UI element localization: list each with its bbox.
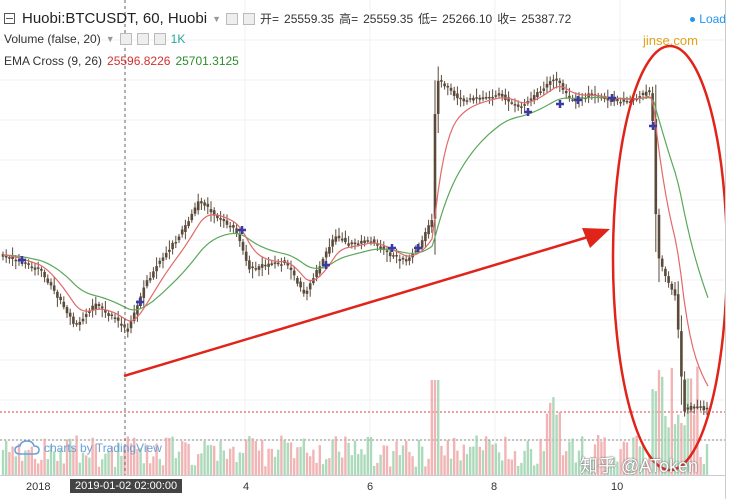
ema-cross-markers [18, 94, 657, 306]
format-icon[interactable] [243, 12, 255, 25]
tradingview-logo[interactable]: charts by TradingView [14, 440, 162, 456]
tradingview-label: charts by TradingView [44, 441, 162, 455]
chevron-down-icon[interactable]: ▼ [105, 34, 115, 44]
cloud-icon [14, 440, 40, 455]
settings-icon[interactable] [136, 33, 149, 45]
symbol-title[interactable]: Huobi:BTCUSDT, 60, Huobi [22, 10, 208, 27]
open-label: 开= [260, 12, 280, 26]
annotation-arrow [123, 228, 610, 378]
crosshair-time-label: 2019-01-02 02:00:00 [70, 479, 183, 493]
volume-legend: Volume (false, 20) ▼ 1K [4, 32, 185, 46]
x-tick-label: 8 [491, 481, 498, 493]
high-label: 高= [339, 12, 359, 26]
ema-fast-value: 25596.8226 [107, 54, 171, 68]
ema-fast-line [2, 86, 709, 387]
annotation-ellipse [611, 44, 729, 472]
ema-slow-value: 25701.3125 [175, 54, 239, 68]
x-tick-label: 6 [367, 481, 374, 493]
x-tick-label: 2018 [26, 481, 51, 493]
price-axis[interactable] [725, 0, 750, 499]
volume-bars [1, 366, 709, 475]
visibility-icon[interactable] [119, 33, 132, 45]
close-label: 收= [497, 12, 517, 26]
low-label: 低= [418, 12, 438, 26]
ema-slow-line [2, 96, 709, 311]
ema-legend: EMA Cross (9, 26) 25596.8226 25701.3125 [4, 54, 239, 68]
loading-dot-icon [690, 16, 696, 22]
time-axis[interactable]: 2018 4 6 8 10 12 2019-01-02 02:00:00 [0, 475, 743, 500]
open-value: 25559.35 [284, 11, 335, 26]
zhihu-watermark: 知乎 @AToken [580, 456, 698, 476]
high-value: 25559.35 [363, 11, 414, 26]
collapse-icon[interactable] [4, 13, 15, 24]
volume-indicator-label[interactable]: Volume (false, 20) [4, 32, 101, 46]
x-tick-label: 10 [611, 481, 624, 493]
settings-icon[interactable] [226, 12, 238, 25]
chevron-down-icon[interactable]: ▼ [212, 13, 221, 24]
x-tick-label: 4 [243, 481, 250, 493]
volume-value: 1K [170, 32, 186, 46]
chart-header: Huobi:BTCUSDT, 60, Huobi ▼ 开= 25559.35 高=… [4, 10, 571, 27]
close-value: 25387.72 [521, 11, 572, 26]
close-icon[interactable] [153, 33, 166, 45]
jinse-watermark: jinse.com [643, 33, 698, 48]
chart-grid [0, 0, 725, 475]
candlesticks [1, 66, 709, 417]
ema-indicator-label[interactable]: EMA Cross (9, 26) [4, 54, 103, 68]
low-value: 25266.10 [442, 11, 493, 26]
